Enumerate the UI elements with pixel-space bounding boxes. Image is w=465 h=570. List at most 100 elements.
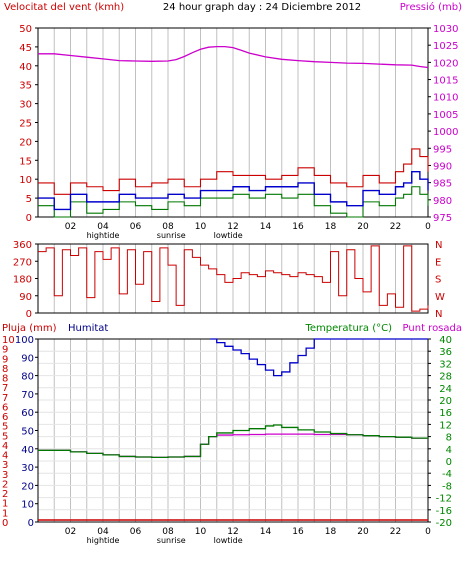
wind-x-tick-label: 14: [260, 222, 272, 232]
pressure-series-line: [38, 45, 429, 69]
wind-y-tick-label: 0: [26, 213, 32, 224]
rain-y-tick-label: 7: [2, 383, 8, 394]
bottom-x-tick-label: 16: [292, 527, 304, 537]
pressure-axis-label: Pressió (mb): [400, 1, 462, 13]
humidity-axis-label: Humitat: [68, 323, 108, 334]
humidity-y-tick-label: 0: [28, 518, 34, 529]
bottom-x-tick-label: 10: [195, 527, 207, 537]
bottom-x-tick-label: 02: [65, 527, 76, 537]
compass-tick-label: W: [435, 292, 445, 303]
direction-y-tick-label: 90: [19, 292, 32, 303]
temperature-y-tick-label: 40: [439, 335, 452, 346]
temperature-y-tick-label: -4: [442, 469, 452, 480]
temperature-y-tick-label: -8: [442, 481, 452, 492]
bottom-event-label-lowtide: lowtide: [214, 536, 243, 545]
pressure-y-tick-label: 995: [433, 144, 452, 155]
compass-tick-label: E: [435, 257, 441, 268]
humidity-y-tick-label: 90: [21, 353, 34, 364]
wind-y-tick-label: 35: [19, 81, 32, 92]
wind-direction-series-line: [38, 245, 429, 312]
pressure-y-tick-label: 980: [433, 196, 452, 207]
bottom-x-tick-label: 0: [425, 527, 431, 537]
temperature-y-tick-label: 32: [439, 359, 452, 370]
wind-x-tick-label: 06: [130, 222, 142, 232]
event-label-hightide: hightide: [87, 231, 120, 240]
rain-y-tick-label: 5: [2, 422, 8, 433]
wind-y-tick-label: 50: [19, 24, 32, 35]
wind-gust-series-line: [38, 148, 429, 195]
wind-y-tick-label: 30: [19, 100, 32, 111]
temperature-y-tick-label: 4: [446, 445, 452, 456]
rain-y-tick-label: 0: [2, 518, 8, 529]
compass-tick-label: N: [435, 309, 442, 320]
temperature-y-tick-label: 24: [439, 384, 452, 395]
wind-y-tick-label: 5: [26, 194, 32, 205]
wind-x-tick-label: 0: [425, 222, 431, 232]
rain-y-tick-label: 2: [2, 479, 8, 490]
wind-x-tick-label: 10: [195, 222, 207, 232]
compass-tick-label: S: [435, 275, 441, 286]
event-label-lowtide: lowtide: [214, 231, 243, 240]
pressure-y-tick-label: 1020: [433, 58, 458, 69]
pressure-y-tick-label: 975: [433, 213, 452, 224]
bottom-x-tick-label: 18: [325, 527, 337, 537]
plot-layer: 0510152025303540455097598098599099510001…: [2, 24, 458, 545]
wind-x-tick-label: 20: [357, 222, 369, 232]
temperature-y-tick-label: 20: [439, 396, 452, 407]
rain-y-tick-label: 7: [2, 393, 8, 404]
rain-y-tick-label: 1: [2, 508, 8, 519]
chart-title: 24 hour graph day : 24 Diciembre 2012: [163, 2, 361, 13]
wind-x-tick-label: 02: [65, 222, 76, 232]
wind-avg-series-line: [38, 170, 429, 211]
humidity-y-tick-label: 30: [21, 463, 34, 474]
temperature-y-tick-label: 12: [439, 420, 452, 431]
temperature-y-tick-label: -20: [436, 518, 452, 529]
rain-y-tick-label: 6: [2, 402, 8, 413]
wind-x-tick-label: 22: [390, 222, 401, 232]
dewpoint-axis-label: Punt rosada: [403, 323, 462, 334]
temperature-y-tick-label: -16: [436, 506, 452, 517]
direction-y-tick-label: 0: [26, 309, 32, 320]
rain-axis-label: Pluja (mm): [2, 323, 57, 334]
wind-y-tick-label: 25: [19, 119, 32, 130]
wind-x-tick-label: 04: [97, 222, 109, 232]
pressure-y-tick-label: 1025: [433, 41, 458, 52]
rain-y-tick-label: 4: [2, 441, 8, 452]
compass-tick-label: N: [435, 240, 442, 251]
wind-y-tick-label: 15: [19, 156, 32, 167]
temperature-y-tick-label: 36: [439, 347, 452, 358]
wind-x-tick-label: 18: [325, 222, 337, 232]
rain-y-tick-label: 8: [2, 364, 8, 375]
wind-y-tick-label: 45: [19, 43, 32, 54]
pressure-y-tick-label: 1010: [433, 93, 458, 104]
rain-y-tick-label: 6: [2, 412, 8, 423]
pressure-y-tick-label: 1005: [433, 110, 458, 121]
temperature-axis-label: Temperatura (°C): [304, 323, 392, 334]
bottom-x-tick-label: 20: [357, 527, 369, 537]
humidity-y-tick-label: 50: [21, 427, 34, 438]
rain-y-tick-label: 8: [2, 374, 8, 385]
humidity-y-tick-label: 40: [21, 445, 34, 456]
temperature-y-tick-label: -12: [436, 494, 452, 505]
rain-y-tick-label: 1: [2, 499, 8, 510]
rain-y-tick-label: 3: [2, 460, 8, 471]
temperature-y-tick-label: 0: [446, 457, 452, 468]
bottom-event-label-sunrise: sunrise: [157, 536, 186, 545]
pressure-y-tick-label: 985: [433, 179, 452, 190]
bottom-x-tick-label: 08: [162, 527, 174, 537]
rain-y-tick-label: 2: [2, 489, 8, 500]
bottom-event-label-hightide: hightide: [87, 536, 120, 545]
pressure-y-tick-label: 990: [433, 161, 452, 172]
pressure-y-tick-label: 1015: [433, 76, 458, 87]
bottom-x-tick-label: 22: [390, 527, 401, 537]
wind-min-series-line: [38, 186, 429, 218]
wind-y-tick-label: 40: [19, 62, 32, 73]
bottom-x-tick-label: 06: [130, 527, 142, 537]
bottom-x-tick-label: 12: [227, 527, 238, 537]
rain-y-tick-label: 10: [2, 335, 15, 346]
wind-axis-label: Velocitat del vent (kmh): [4, 2, 124, 13]
wind-y-tick-label: 10: [19, 175, 32, 186]
rain-y-tick-label: 3: [2, 470, 8, 481]
